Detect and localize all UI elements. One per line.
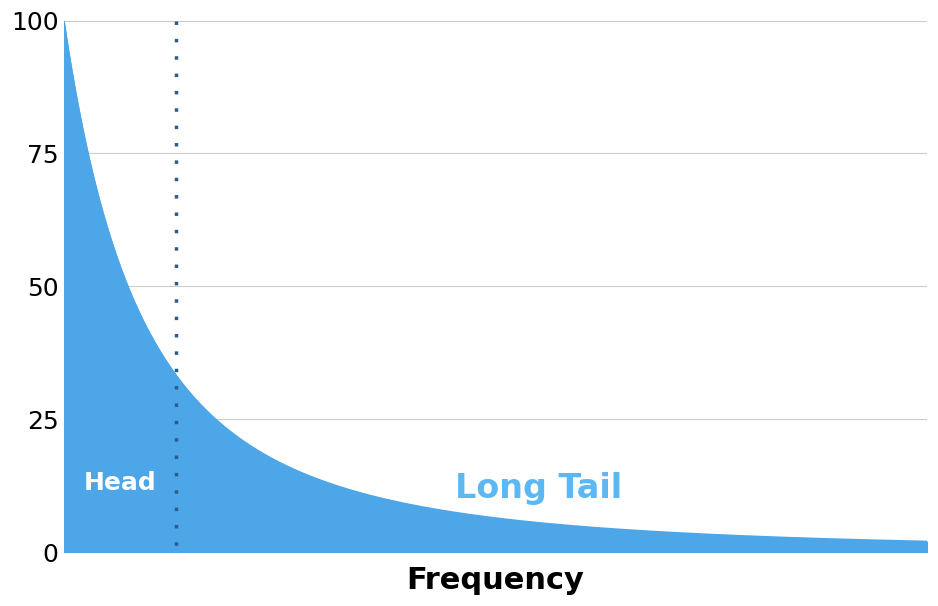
X-axis label: Frequency: Frequency bbox=[406, 566, 584, 595]
Text: Head: Head bbox=[83, 471, 156, 495]
Text: Long Tail: Long Tail bbox=[455, 471, 622, 505]
